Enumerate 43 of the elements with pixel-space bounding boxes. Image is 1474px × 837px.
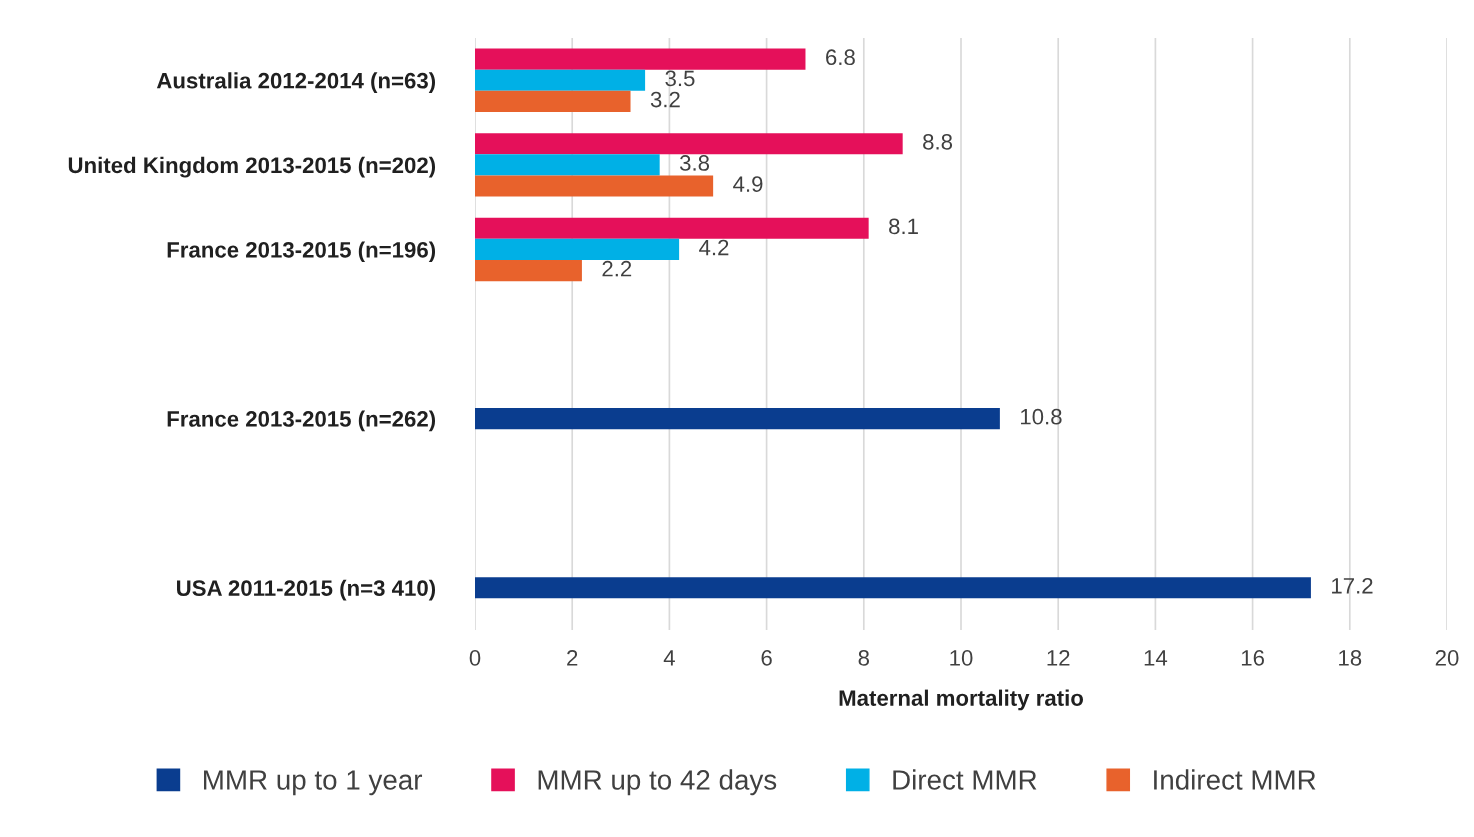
y-tick-label: France 2013-2015 (n=196) [167,241,436,263]
x-tick-label: 14 [1144,650,1168,666]
legend-label: MMR up to 42 days [538,769,777,796]
x-axis-title: Maternal mortality ratio [839,689,1084,711]
x-tick-label: 6 [761,650,772,666]
data-label: 8.8 [923,133,953,150]
x-tick-label: 0 [469,650,481,666]
data-label: 3.2 [650,91,680,108]
legend-label: Direct MMR [893,769,1037,790]
data-label: 10.8 [1021,408,1062,425]
bar [475,133,903,155]
y-tick-label: France 2013-2015 (n=262) [167,410,436,432]
x-tick-label: 4 [663,650,675,666]
data-label: 6.8 [826,49,855,66]
bar [475,154,660,176]
bar [475,90,631,112]
legend-label: MMR up to 1 year [204,770,423,796]
bar [475,577,1311,599]
data-label: 4.9 [733,176,763,192]
data-label: 17.2 [1332,577,1373,594]
bar [475,238,680,260]
x-tick-label: 16 [1241,650,1264,666]
x-tick-label: 2 [567,650,578,666]
data-label: 4.2 [699,239,729,256]
legend-label: Indirect MMR [1154,769,1316,790]
x-tick-label: 10 [950,650,973,666]
bar [475,260,582,282]
y-tick-label: Australia 2012-2014 (n=63) [156,72,436,93]
bar [475,175,714,197]
data-label: 3.8 [679,155,710,171]
x-tick-label: 20 [1435,650,1459,666]
bar [475,69,646,91]
bar [475,48,806,70]
y-tick-label: USA 2011-2015 (n=3 410) [177,579,436,601]
data-label: 2.2 [602,260,632,277]
bar [475,217,869,239]
x-tick-label: 12 [1047,650,1070,666]
y-tick-label: United Kingdom 2013-2015 (n=202) [68,156,436,178]
data-label: 3.5 [665,70,695,87]
x-tick-label: 18 [1339,650,1362,666]
data-label: 8.1 [889,218,918,235]
x-tick-label: 8 [858,650,870,666]
bar [475,408,1000,430]
